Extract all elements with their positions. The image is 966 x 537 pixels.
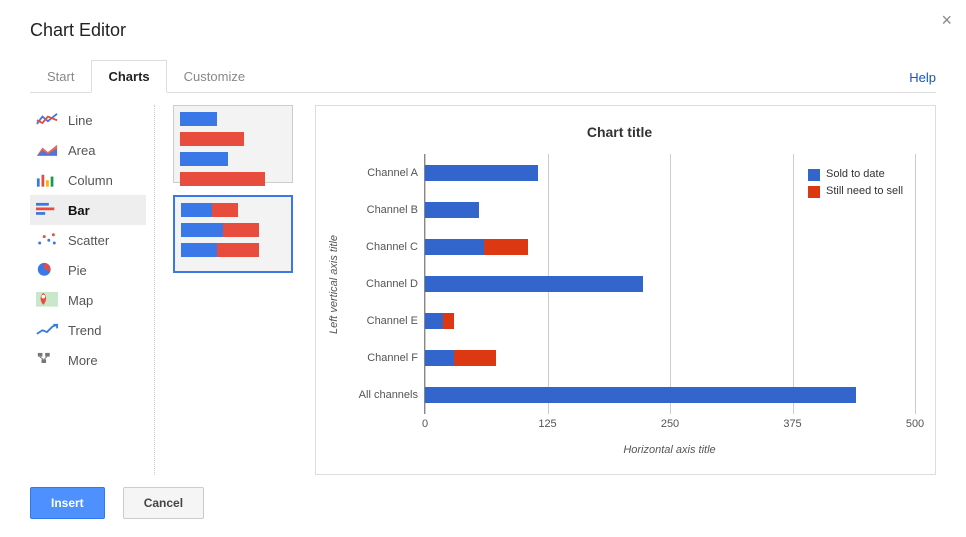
chart-type-label: Map bbox=[68, 293, 93, 308]
bar-seg-s1 bbox=[425, 276, 643, 292]
chart-type-label: Column bbox=[68, 173, 113, 188]
x-tick-label: 500 bbox=[906, 418, 924, 430]
chart-type-column[interactable]: Column bbox=[30, 165, 146, 195]
chart-type-scatter[interactable]: Scatter bbox=[30, 225, 146, 255]
chart-type-trend[interactable]: Trend bbox=[30, 315, 146, 345]
chart-type-label: Trend bbox=[68, 323, 101, 338]
chart-type-list: Line Area Column Bar Scatter Pie Map Trend More bbox=[30, 105, 155, 475]
category-label: Channel B bbox=[344, 204, 418, 216]
map-icon bbox=[36, 292, 58, 308]
tab-charts[interactable]: Charts bbox=[91, 60, 166, 93]
x-axis-ticks: 0125250375500 bbox=[425, 418, 915, 434]
legend-item: Sold to date bbox=[808, 168, 923, 181]
bar-seg-s2 bbox=[454, 350, 495, 366]
tabs: StartChartsCustomize bbox=[30, 59, 936, 93]
bar-seg-s1 bbox=[425, 350, 454, 366]
bar-row bbox=[425, 202, 915, 218]
chart-type-label: Pie bbox=[68, 263, 87, 278]
bar-seg-s2 bbox=[484, 239, 528, 255]
chart-type-label: More bbox=[68, 353, 98, 368]
chart-type-map[interactable]: Map bbox=[30, 285, 146, 315]
category-label: Channel D bbox=[344, 278, 418, 290]
legend-swatch bbox=[808, 169, 820, 181]
bar-seg-s1 bbox=[425, 387, 856, 403]
pie-icon bbox=[36, 262, 58, 278]
subtype-thumb-0[interactable] bbox=[173, 105, 293, 183]
chart-title: Chart title bbox=[324, 124, 915, 140]
insert-button[interactable]: Insert bbox=[30, 487, 105, 519]
legend-item: Still need to sell bbox=[808, 185, 923, 198]
chart-type-label: Line bbox=[68, 113, 93, 128]
x-tick-label: 125 bbox=[538, 418, 556, 430]
tab-customize[interactable]: Customize bbox=[167, 60, 262, 93]
more-icon bbox=[36, 352, 58, 368]
x-axis-title: Horizontal axis title bbox=[424, 444, 915, 456]
legend-swatch bbox=[808, 186, 820, 198]
category-label: Channel A bbox=[344, 167, 418, 179]
chart-type-more[interactable]: More bbox=[30, 345, 146, 375]
category-label: Channel F bbox=[344, 352, 418, 364]
legend-label: Still need to sell bbox=[826, 185, 903, 197]
bar-seg-s1 bbox=[425, 165, 538, 181]
chart-type-pie[interactable]: Pie bbox=[30, 255, 146, 285]
bar-row bbox=[425, 387, 915, 403]
bar-icon bbox=[36, 202, 58, 218]
scatter-icon bbox=[36, 232, 58, 248]
x-tick-label: 250 bbox=[661, 418, 679, 430]
footer-buttons: Insert Cancel bbox=[30, 487, 204, 519]
chart-type-label: Scatter bbox=[68, 233, 109, 248]
area-icon bbox=[36, 142, 58, 158]
chart-preview: Chart title Left vertical axis title Cha… bbox=[315, 105, 936, 475]
help-link[interactable]: Help bbox=[909, 70, 936, 85]
chart-type-area[interactable]: Area bbox=[30, 135, 146, 165]
category-label: Channel C bbox=[344, 241, 418, 253]
chart-type-label: Area bbox=[68, 143, 95, 158]
category-label: All channels bbox=[344, 389, 418, 401]
cancel-button[interactable]: Cancel bbox=[123, 487, 204, 519]
bar-seg-s2 bbox=[443, 313, 455, 329]
column-icon bbox=[36, 172, 58, 188]
bar-row bbox=[425, 350, 915, 366]
x-tick-label: 375 bbox=[783, 418, 801, 430]
bar-row bbox=[425, 313, 915, 329]
bar-seg-s1 bbox=[425, 239, 484, 255]
close-icon[interactable]: × bbox=[941, 10, 952, 31]
chart-type-label: Bar bbox=[68, 203, 90, 218]
trend-icon bbox=[36, 322, 58, 338]
subtype-thumb-1[interactable] bbox=[173, 195, 293, 273]
legend-label: Sold to date bbox=[826, 168, 885, 180]
tab-start[interactable]: Start bbox=[30, 60, 91, 93]
y-axis-labels: Channel A Channel B Channel C Channel D Chan… bbox=[344, 154, 424, 414]
dialog-title: Chart Editor bbox=[30, 20, 936, 41]
x-tick-label: 0 bbox=[422, 418, 428, 430]
legend: Sold to date Still need to sell bbox=[808, 168, 923, 202]
bar-row bbox=[425, 239, 915, 255]
chart-subtype-thumbs bbox=[155, 105, 315, 475]
y-axis-title: Left vertical axis title bbox=[324, 154, 344, 414]
category-label: Channel E bbox=[344, 315, 418, 327]
bar-seg-s1 bbox=[425, 313, 443, 329]
chart-type-line[interactable]: Line bbox=[30, 105, 146, 135]
line-icon bbox=[36, 112, 58, 128]
bar-seg-s1 bbox=[425, 202, 479, 218]
bar-row bbox=[425, 276, 915, 292]
chart-type-bar[interactable]: Bar bbox=[30, 195, 146, 225]
